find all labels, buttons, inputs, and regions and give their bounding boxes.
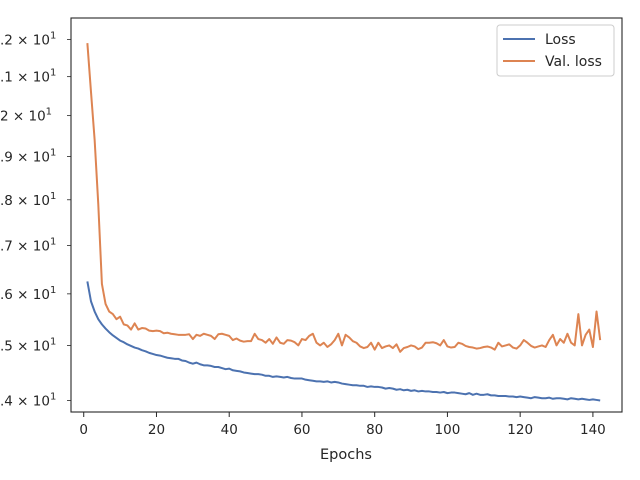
x-tick-label: 40 — [221, 422, 238, 438]
x-tick-label: 140 — [580, 422, 606, 438]
y-tick-label: .6 × 101 — [0, 285, 56, 303]
plot-lines — [86, 43, 602, 402]
y-tick-label: .9 × 101 — [0, 148, 56, 166]
y-tick-label: .7 × 101 — [0, 236, 56, 254]
x-axis-label: Epochs — [320, 447, 372, 463]
x-tick-label: 0 — [79, 422, 88, 438]
y-axis-ticks: .4 × 101 .5 × 101 .6 × 101 .7 × 101 .8 × 101… — [0, 30, 71, 410]
plot-frame — [70, 17, 623, 413]
series-line-loss — [86, 281, 601, 402]
legend-label-loss: Loss — [545, 32, 576, 48]
legend: Loss Val. loss — [496, 24, 615, 77]
series-line-val-loss — [86, 43, 602, 353]
x-tick-label: 20 — [148, 422, 165, 438]
x-tick-label: 60 — [293, 422, 310, 438]
y-tick-label: 2 × 101 — [0, 107, 52, 125]
y-tick-label: .1 × 101 — [0, 68, 56, 86]
y-tick-label: .4 × 101 — [0, 392, 56, 410]
x-tick-label: 80 — [366, 422, 383, 438]
x-tick-label: 120 — [507, 422, 533, 438]
y-tick-label: .8 × 101 — [0, 191, 56, 209]
x-axis-ticks: 0 20 40 60 80 100 120 140 — [79, 412, 606, 438]
y-tick-label: .2 × 101 — [0, 30, 56, 48]
x-tick-label: 100 — [435, 422, 461, 438]
legend-box — [496, 24, 615, 77]
y-tick-label: .5 × 101 — [0, 336, 56, 354]
legend-label-val-loss: Val. loss — [545, 54, 602, 70]
